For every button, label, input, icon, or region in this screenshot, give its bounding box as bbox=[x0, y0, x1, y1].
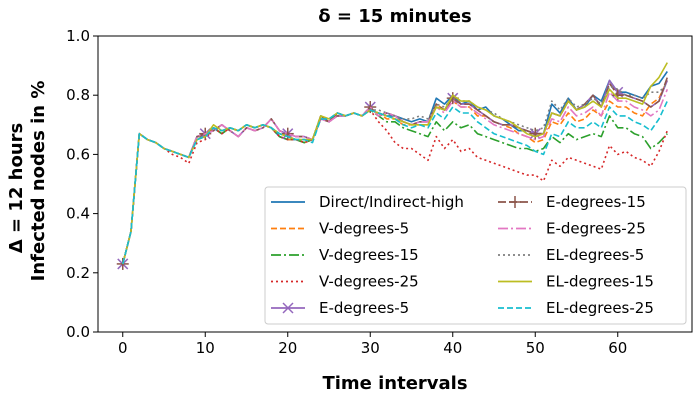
series-marker-5 bbox=[529, 127, 542, 140]
legend-marker bbox=[509, 196, 521, 208]
x-tick-label: 0 bbox=[118, 339, 128, 357]
x-tick-label: 20 bbox=[278, 339, 297, 357]
series-marker-5 bbox=[116, 257, 129, 270]
y-axis-title-line-2: Infected nodes in % bbox=[28, 81, 49, 282]
y-tick-label: 0.6 bbox=[66, 145, 90, 163]
legend-item: V-degrees-25 bbox=[271, 273, 419, 291]
y-tick-label: 0.4 bbox=[66, 205, 90, 223]
series-line-6 bbox=[122, 89, 669, 265]
legend-label: V-degrees-5 bbox=[319, 220, 409, 238]
x-tick-label: 60 bbox=[608, 339, 627, 357]
series-marker-5 bbox=[281, 127, 294, 140]
series-marker-5 bbox=[611, 89, 624, 102]
legend-item: Direct/Indirect-high bbox=[271, 193, 464, 211]
legend-label: V-degrees-15 bbox=[319, 246, 419, 264]
legend-item: E-degrees-5 bbox=[271, 299, 409, 317]
legend-item: V-degrees-5 bbox=[271, 220, 409, 238]
legend-item: EL-degrees-5 bbox=[498, 246, 644, 264]
series-marker-5 bbox=[364, 101, 377, 114]
legend-label: EL-degrees-5 bbox=[546, 246, 644, 264]
series-line-9 bbox=[122, 100, 669, 265]
y-axis-title-line-1: Δ = 12 hours bbox=[6, 123, 27, 253]
chart-title: δ = 15 minutes bbox=[318, 6, 471, 27]
legend-label: E-degrees-15 bbox=[546, 193, 646, 211]
legend-marker bbox=[282, 302, 294, 314]
series-line-8 bbox=[122, 62, 668, 265]
y-tick-label: 0.8 bbox=[66, 86, 90, 104]
axes-group: 0 10 20 30 40 50 60 0.0 0.2 0.4 0.6 0.8 1.0 bbox=[66, 27, 627, 357]
legend-label: E-degrees-25 bbox=[546, 220, 646, 238]
legend-label: EL-degrees-15 bbox=[546, 273, 654, 291]
legend: Direct/Indirect-high V-degrees-5 V-degrees… bbox=[264, 186, 687, 325]
x-tick-label: 40 bbox=[443, 339, 462, 357]
legend-frame bbox=[264, 186, 687, 325]
x-tick-label: 50 bbox=[526, 339, 545, 357]
y-tick-label: 0.2 bbox=[66, 264, 90, 282]
x-axis-title: Time intervals bbox=[322, 373, 467, 394]
legend-label: EL-degrees-25 bbox=[546, 299, 654, 317]
x-tick-label: 10 bbox=[196, 339, 215, 357]
plot-frame bbox=[97, 35, 693, 333]
legend-item: V-degrees-15 bbox=[271, 246, 419, 264]
y-tick-label: 1.0 bbox=[66, 27, 90, 45]
legend-label: E-degrees-5 bbox=[319, 299, 409, 317]
x-tick-label: 30 bbox=[361, 339, 380, 357]
legend-item: EL-degrees-15 bbox=[498, 273, 654, 291]
y-tick-label: 0.0 bbox=[66, 323, 90, 341]
series-layer bbox=[116, 62, 669, 270]
legend-item: E-degrees-25 bbox=[498, 220, 646, 238]
legend-item: E-degrees-15 bbox=[498, 193, 646, 211]
legend-label: V-degrees-25 bbox=[319, 273, 419, 291]
legend-label: Direct/Indirect-high bbox=[319, 193, 464, 211]
legend-item: EL-degrees-25 bbox=[498, 299, 654, 317]
